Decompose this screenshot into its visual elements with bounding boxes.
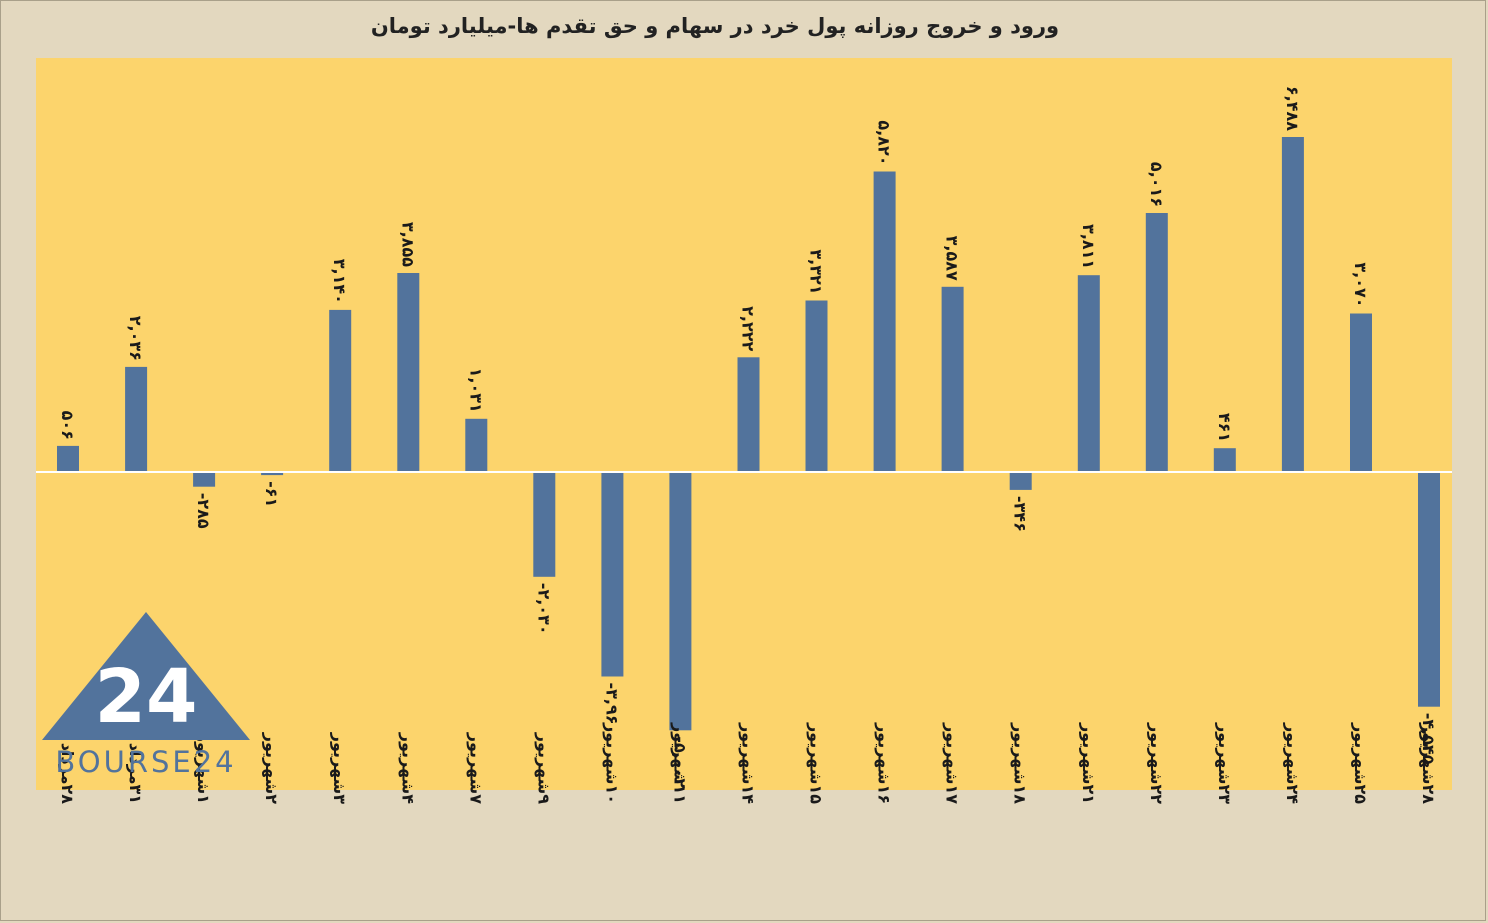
bar-10 — [669, 472, 692, 731]
x-tick-label-19: ۲۴شهریور — [1283, 722, 1302, 804]
bar-5 — [329, 309, 352, 472]
bourse24-logo: 24 BOURSE24 — [42, 612, 250, 778]
logo-triangle-icon — [42, 612, 250, 740]
data-label-21: -۴,۵۴۵ — [1419, 713, 1438, 765]
bar-2 — [125, 366, 148, 472]
category-axis: ۲۸مرداد ۳۱مرداد ۱شهریور ۲شهریور ۳شهریور ۴شهری… — [58, 722, 1438, 804]
data-label-10: -۵,۰۰۲ — [670, 736, 689, 788]
bar-18 — [1213, 448, 1236, 472]
data-label-17: ۵,۰۱۶ — [1147, 162, 1166, 207]
x-tick-label-6: ۴شهریور — [398, 732, 417, 805]
data-label-16: ۳,۸۱۱ — [1079, 224, 1098, 269]
data-label-8: -۲,۰۳۰ — [534, 583, 553, 635]
chart-title: ورود و خروج روزانه پول خرد در سهام و حق … — [370, 14, 1060, 38]
data-label-7: ۱,۰۳۱ — [466, 368, 485, 413]
data-label-14: ۳,۵۸۷ — [943, 236, 962, 281]
data-label-2: ۲,۰۳۶ — [126, 316, 145, 361]
bar-8 — [533, 472, 556, 577]
bar-16 — [1077, 275, 1100, 472]
bar-13 — [873, 171, 896, 472]
x-tick-label-1: ۲۸مرداد — [58, 743, 77, 805]
x-tick-label-10: ۱۱شهریور — [670, 722, 689, 804]
bar-11 — [737, 357, 760, 472]
x-tick-label-13: ۱۶شهریور — [875, 722, 894, 804]
data-labels-layer: ۵۰۶ ۲,۰۳۶ -۲۸۵ -۶۱ ۳,۱۴۰ ۳,۸۵۵ ۱,۰۳۱ -۲,۰۳۰ -۳,۹… — [58, 86, 1438, 788]
x-tick-label-3: ۱شهریور — [194, 732, 213, 804]
x-tick-label-2: ۳۱مرداد — [126, 743, 145, 804]
data-label-11: ۲,۲۲۲ — [739, 306, 758, 351]
x-tick-label-15: ۱۸شهریور — [1011, 722, 1030, 804]
bar-3 — [193, 472, 216, 487]
bar-21 — [1418, 472, 1440, 707]
x-tick-label-21: ۲۸شهریور — [1419, 722, 1438, 804]
x-tick-label-8: ۹شهریور — [534, 732, 553, 805]
data-label-19: ۶,۴۸۸ — [1283, 86, 1302, 131]
data-label-13: ۵,۸۲۰ — [875, 120, 894, 165]
data-label-20: ۳,۰۷۰ — [1351, 262, 1370, 307]
data-label-1: ۵۰۶ — [58, 411, 77, 440]
bar-4 — [261, 472, 284, 476]
x-tick-label-9: ۱۰شهریور — [602, 722, 621, 804]
x-tick-label-5: ۳شهریور — [330, 732, 349, 805]
data-label-15: -۳۴۶ — [1011, 496, 1030, 532]
data-label-3: -۲۸۵ — [194, 493, 213, 529]
data-label-12: ۳,۳۲۱ — [807, 249, 826, 294]
bars-layer — [57, 137, 1440, 731]
data-label-5: ۳,۱۴۰ — [330, 259, 349, 304]
logo-mark: 24 — [95, 654, 198, 740]
bar-20 — [1350, 313, 1372, 472]
bar-1 — [57, 445, 79, 472]
x-tick-label-20: ۲۵شهریور — [1351, 722, 1370, 804]
data-label-9: -۳,۹۶۰ — [602, 683, 621, 735]
x-tick-label-4: ۲شهریور — [262, 732, 281, 805]
bar-7 — [465, 418, 488, 472]
x-tick-label-14: ۱۷شهریور — [943, 722, 962, 804]
x-tick-label-7: ۷شهریور — [466, 732, 485, 805]
bar-15 — [1009, 472, 1032, 490]
bar-9 — [601, 472, 624, 677]
bar-19 — [1281, 137, 1304, 472]
x-tick-label-16: ۲۱شهریور — [1079, 722, 1098, 804]
bar-12 — [805, 300, 828, 472]
data-label-18: ۴۶۱ — [1215, 413, 1234, 442]
bar-17 — [1145, 213, 1168, 472]
x-tick-label-11: ۱۴شهریور — [739, 722, 758, 804]
bar-14 — [941, 286, 964, 472]
x-tick-label-17: ۲۲شهریور — [1147, 722, 1166, 804]
logo-wordmark: BOURSE24 — [55, 745, 236, 778]
data-label-6: ۳,۸۵۵ — [398, 222, 417, 267]
x-tick-label-18: ۲۳شهریور — [1215, 722, 1234, 804]
bar-6 — [397, 273, 420, 472]
x-tick-label-12: ۱۵شهریور — [807, 722, 826, 804]
data-label-4: -۶۱ — [262, 481, 281, 507]
